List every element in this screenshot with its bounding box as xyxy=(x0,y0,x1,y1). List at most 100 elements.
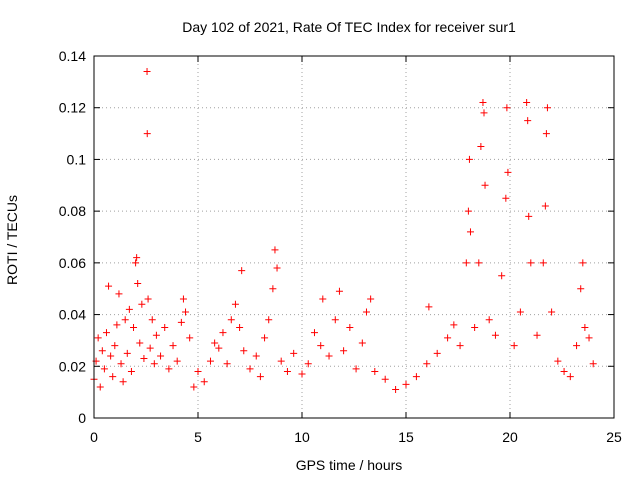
data-point xyxy=(165,365,173,373)
data-point xyxy=(543,104,551,112)
data-point xyxy=(283,367,291,375)
data-point xyxy=(502,194,510,202)
data-point xyxy=(444,334,452,342)
data-point xyxy=(566,373,574,381)
y-tick-label: 0.04 xyxy=(59,307,86,323)
data-point xyxy=(498,272,506,280)
data-point xyxy=(138,300,146,308)
data-point xyxy=(261,334,269,342)
data-point xyxy=(573,342,581,350)
data-point xyxy=(111,342,119,350)
data-point xyxy=(269,285,277,293)
y-tick-label: 0 xyxy=(78,410,86,426)
data-point xyxy=(525,212,533,220)
data-point xyxy=(105,282,113,290)
data-point xyxy=(485,316,493,324)
data-point xyxy=(150,360,158,368)
x-tick-label: 25 xyxy=(606,429,622,445)
data-point xyxy=(157,352,165,360)
data-point xyxy=(161,324,169,331)
data-point xyxy=(94,334,102,342)
data-point xyxy=(402,380,410,388)
plot-frame xyxy=(93,55,615,419)
data-point xyxy=(464,207,472,215)
data-point xyxy=(265,316,273,324)
data-point xyxy=(362,308,370,316)
data-point xyxy=(169,342,177,350)
data-point xyxy=(541,202,549,210)
data-point xyxy=(252,352,260,360)
data-point xyxy=(134,280,142,288)
data-point xyxy=(456,342,464,350)
data-point xyxy=(190,383,198,391)
data-point xyxy=(119,378,127,386)
data-point xyxy=(133,254,141,262)
data-point xyxy=(477,143,485,150)
y-tick-label: 0.14 xyxy=(59,48,86,64)
data-point xyxy=(581,324,589,331)
y-tick-label: 0.06 xyxy=(59,255,86,271)
data-point xyxy=(481,181,489,189)
data-point xyxy=(277,357,285,365)
data-point xyxy=(206,357,214,365)
data-point xyxy=(117,360,125,368)
data-point xyxy=(371,367,379,375)
data-point xyxy=(125,305,133,313)
data-point xyxy=(425,303,433,311)
data-point xyxy=(127,367,135,375)
data-point xyxy=(273,264,281,272)
y-tick-label: 0.12 xyxy=(59,100,86,116)
data-point xyxy=(585,334,593,342)
data-point xyxy=(143,68,151,76)
data-point xyxy=(510,342,518,350)
data-point xyxy=(392,386,400,394)
data-point xyxy=(560,367,568,375)
tick-labels: 0 5 10 15 20 25 0 0.02 0.04 0.06 0.08 0.1 0.12 0.14 xyxy=(59,48,622,445)
data-point xyxy=(554,357,562,365)
data-point xyxy=(527,259,535,267)
data-point xyxy=(589,360,597,368)
data-point xyxy=(335,287,343,295)
data-point xyxy=(148,316,156,324)
data-point xyxy=(146,344,154,352)
data-point xyxy=(113,321,121,329)
data-point xyxy=(579,259,587,267)
data-point xyxy=(319,295,327,303)
data-point xyxy=(346,324,354,331)
data-point xyxy=(310,329,318,337)
x-tick-label: 20 xyxy=(502,429,518,445)
y-tick-label: 0.08 xyxy=(59,203,86,219)
data-point xyxy=(132,259,140,267)
axis-ticks xyxy=(93,55,615,419)
data-point xyxy=(152,331,160,339)
data-point xyxy=(256,373,264,381)
data-point xyxy=(516,308,524,316)
data-point xyxy=(480,109,488,117)
data-point xyxy=(539,259,547,267)
data-point xyxy=(238,267,246,275)
data-point xyxy=(503,104,511,112)
data-point xyxy=(144,295,152,303)
data-point xyxy=(524,117,532,125)
x-tick-label: 5 xyxy=(194,429,202,445)
data-point xyxy=(179,295,187,303)
data-point xyxy=(504,168,512,176)
data-point xyxy=(423,360,431,368)
data-point xyxy=(340,347,348,355)
data-point xyxy=(236,324,244,331)
data-point xyxy=(471,324,479,331)
data-point xyxy=(466,228,474,236)
x-tick-label: 15 xyxy=(398,429,414,445)
data-point xyxy=(246,365,254,373)
chart-title: Day 102 of 2021, Rate Of TEC Index for r… xyxy=(182,19,516,35)
data-point xyxy=(367,295,375,303)
x-tick-label: 10 xyxy=(294,429,310,445)
data-point xyxy=(412,373,420,381)
data-point xyxy=(381,375,389,383)
data-point xyxy=(542,130,550,138)
x-tick-label: 0 xyxy=(90,429,98,445)
data-point xyxy=(182,308,190,316)
data-point xyxy=(123,349,131,357)
data-point xyxy=(219,329,227,337)
data-point xyxy=(433,349,441,357)
